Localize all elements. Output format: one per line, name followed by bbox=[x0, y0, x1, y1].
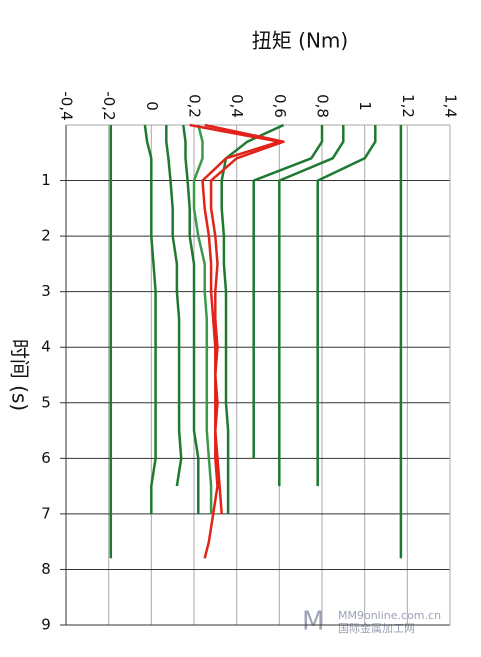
data-line bbox=[278, 125, 345, 487]
x-tick-label: 7 bbox=[41, 504, 51, 522]
y-tick-label: 1,2 bbox=[399, 94, 417, 118]
data-line bbox=[316, 125, 377, 487]
chart-title: 扭矩 (Nm) bbox=[252, 29, 348, 53]
data-line bbox=[192, 124, 213, 514]
data-line bbox=[182, 124, 200, 514]
x-tick-label: 5 bbox=[41, 393, 51, 411]
y-tick-label: 0 bbox=[143, 101, 161, 111]
x-tick-label: 8 bbox=[41, 560, 51, 578]
x-tick-label: 3 bbox=[41, 282, 51, 300]
x-tick-label: 9 bbox=[41, 616, 51, 634]
y-tick-label: 0,2 bbox=[186, 94, 204, 118]
data-line bbox=[204, 123, 285, 514]
data-line bbox=[143, 124, 157, 514]
y-tick-label: -0,4 bbox=[58, 91, 76, 120]
axis-label: 时间 (s) bbox=[8, 339, 32, 411]
x-tick-label: 6 bbox=[41, 449, 51, 467]
y-tick-label: 0,6 bbox=[271, 94, 289, 118]
y-tick-label: 1 bbox=[356, 101, 374, 111]
x-tick-label: 2 bbox=[41, 227, 51, 245]
watermark: MM9online.com.cn bbox=[338, 609, 441, 622]
y-tick-label: 1,4 bbox=[442, 94, 460, 118]
y-tick-label: -0,2 bbox=[100, 91, 118, 120]
x-tick-label: 4 bbox=[41, 338, 51, 356]
data-line bbox=[252, 125, 324, 459]
data-line bbox=[189, 123, 281, 559]
watermark: 国际金属加工网 bbox=[338, 621, 415, 635]
watermark-logo: M bbox=[302, 607, 324, 637]
y-tick-label: 0,4 bbox=[228, 94, 246, 118]
data-line bbox=[165, 125, 183, 487]
x-tick-label: 1 bbox=[41, 171, 51, 189]
y-tick-label: 0,8 bbox=[314, 94, 332, 118]
